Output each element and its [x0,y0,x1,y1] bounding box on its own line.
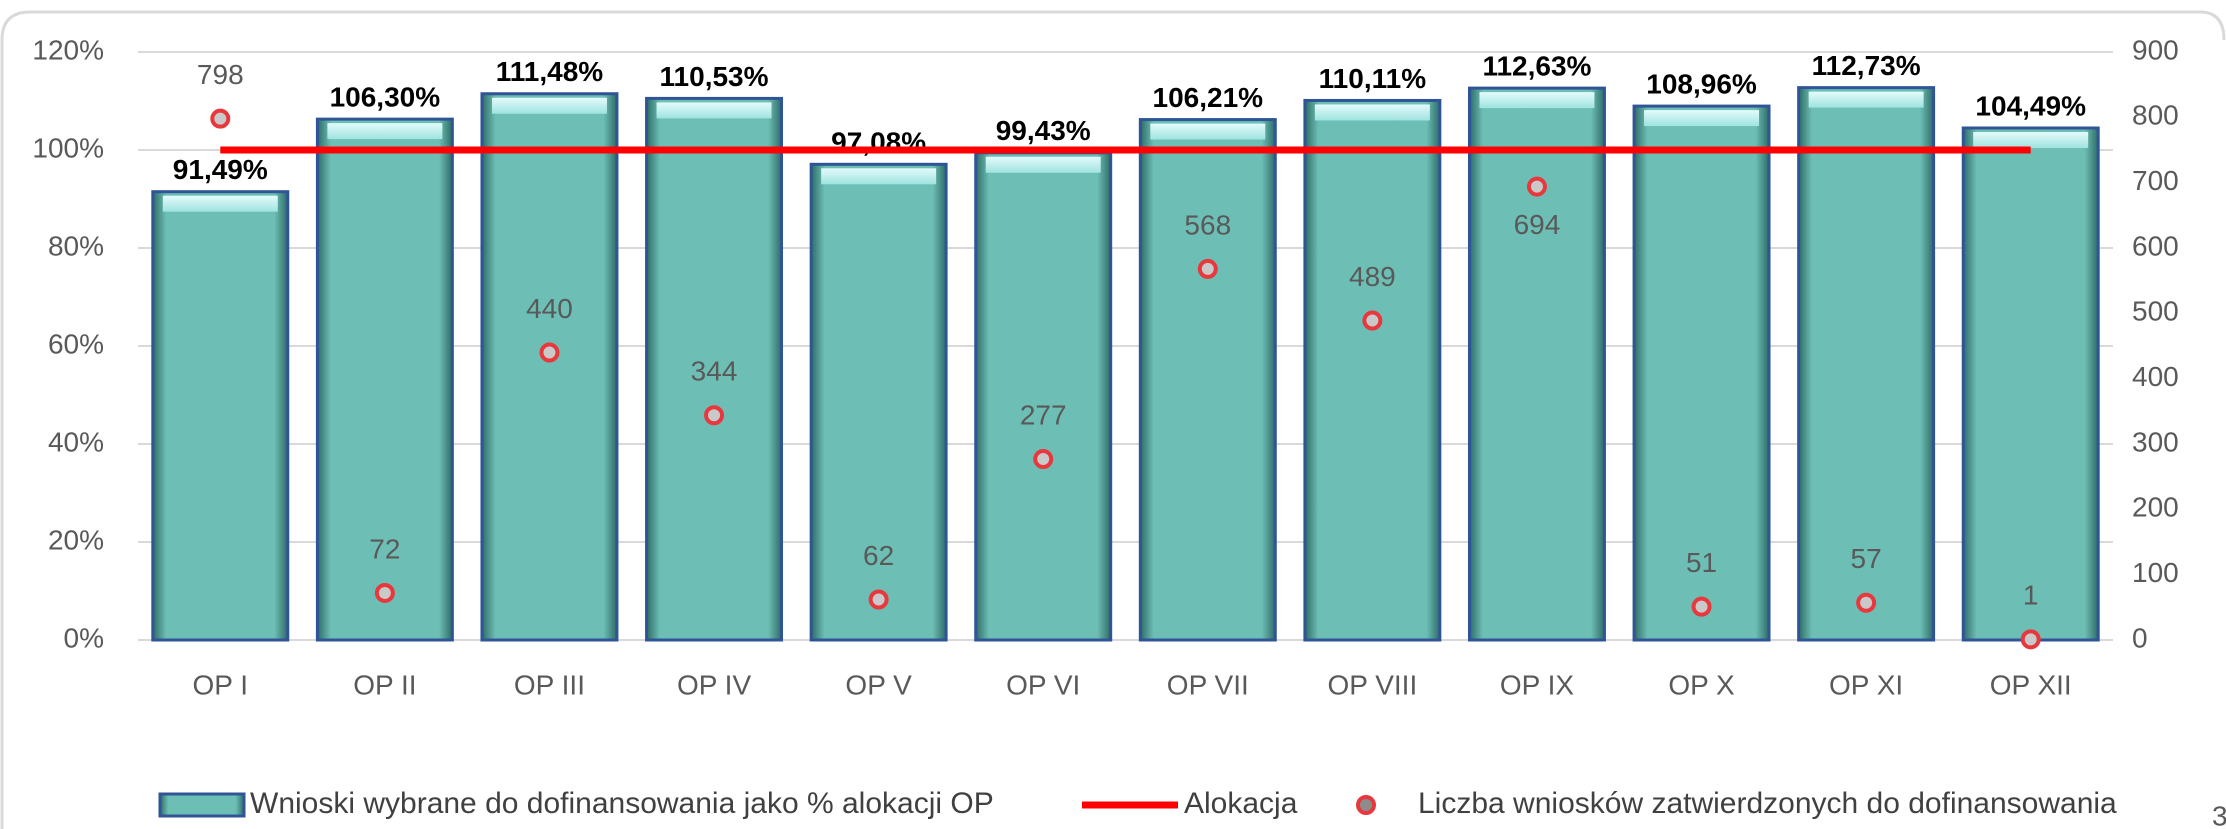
legend-label: Wnioski wybrane do dofinansowania jako %… [250,787,994,820]
x-tick-label: OP VIII [1328,669,1418,700]
point [374,582,395,603]
bar [1961,126,2100,642]
bar-value-label: 106,21% [1153,82,1264,113]
legend-label: Alokacja [1184,787,1298,820]
y2-tick-label: 0 [2132,622,2148,653]
x-tick-label: OP XII [1990,669,2072,700]
x-tick-label: OP X [1668,669,1735,700]
y2-tick-label: 100 [2132,557,2179,588]
bar-cap [1314,104,1430,121]
x-tick-label: OP V [845,669,912,700]
bar [974,151,1113,642]
page-number: 3 [2212,800,2226,829]
point-value-label: 1 [2023,580,2039,611]
y2-tick-label: 700 [2132,165,2179,196]
bar-value-label: 112,63% [1482,51,1591,82]
x-tick-label: OP I [193,669,249,700]
frame [0,10,2226,829]
bar-cap [491,97,607,114]
point-value-label: 277 [1020,399,1067,430]
x-tick-label: OP XI [1829,669,1903,700]
legend-label: Liczba wniosków zatwierdzonych do dofina… [1418,787,2117,820]
point [1856,592,1877,613]
y-tick-label: 80% [48,230,104,261]
x-tick-label: OP IX [1500,669,1575,700]
bar-cap [656,102,772,119]
point [539,342,560,363]
bar [1632,104,1771,642]
y2-tick-label: 500 [2132,296,2179,327]
bar-cap [1479,92,1595,109]
point [868,589,889,610]
y-tick-label: 120% [32,34,104,65]
bar-value-label: 111,48% [496,56,604,87]
y2-tick-label: 200 [2132,492,2179,523]
point-value-label: 62 [863,540,894,571]
point-value-label: 57 [1851,543,1882,574]
point-value-label: 344 [691,356,738,387]
bar [645,96,784,642]
y-tick-label: 100% [32,132,104,163]
bar [809,162,948,642]
y2-tick-label: 600 [2132,230,2179,261]
bar-cap [985,156,1101,173]
point [1197,258,1218,279]
bar-value-label: 108,96% [1646,68,1757,99]
bar-cap [162,195,278,212]
bar [1467,86,1606,642]
bar-value-label: 106,30% [330,82,441,113]
point [1526,176,1547,197]
legend-swatch [158,792,246,818]
point-value-label: 798 [197,59,244,90]
bar [315,117,454,642]
point-value-label: 440 [526,293,573,324]
y-tick-label: 0% [64,622,104,653]
x-tick-label: OP VI [1006,669,1080,700]
y-tick-label: 20% [48,524,104,555]
y-tick-label: 40% [48,426,104,457]
y2-tick-label: 400 [2132,361,2179,392]
bar-value-label: 110,53% [660,61,769,92]
point-value-label: 568 [1184,209,1231,240]
bar [480,92,619,642]
point [1691,596,1712,617]
bar-value-label: 104,49% [1975,90,2086,121]
bar [1797,86,1936,642]
bar-cap [1644,110,1760,127]
point [1362,310,1383,331]
y-tick-label: 60% [48,328,104,359]
bar-cap [327,123,443,140]
x-tick-label: OP II [353,669,416,700]
bar-value-label: 110,11% [1319,63,1427,94]
y2-tick-label: 900 [2132,34,2179,65]
point-value-label: 51 [1686,547,1717,578]
bar [1138,118,1277,642]
bar-value-label: 99,43% [996,115,1091,146]
bar-cap [1808,91,1924,108]
point [210,108,231,129]
bar [151,190,290,642]
point-value-label: 489 [1349,261,1396,292]
bar-cap [1150,123,1266,140]
point [704,405,725,426]
bar-cap [1973,131,2089,148]
y2-tick-label: 300 [2132,426,2179,457]
x-tick-label: OP VII [1167,669,1249,700]
point-value-label: 72 [369,533,400,564]
x-tick-label: OP IV [677,669,752,700]
bar-cap [821,168,937,185]
legend-swatch [1356,795,1376,815]
bar-value-label: 112,73% [1812,50,1921,81]
bar-value-label: 91,49% [173,154,268,185]
x-tick-label: OP III [514,669,585,700]
point-value-label: 694 [1514,209,1561,240]
point [1033,449,1054,470]
bar [1303,98,1442,642]
point [2020,629,2041,650]
y2-tick-label: 800 [2132,100,2179,131]
